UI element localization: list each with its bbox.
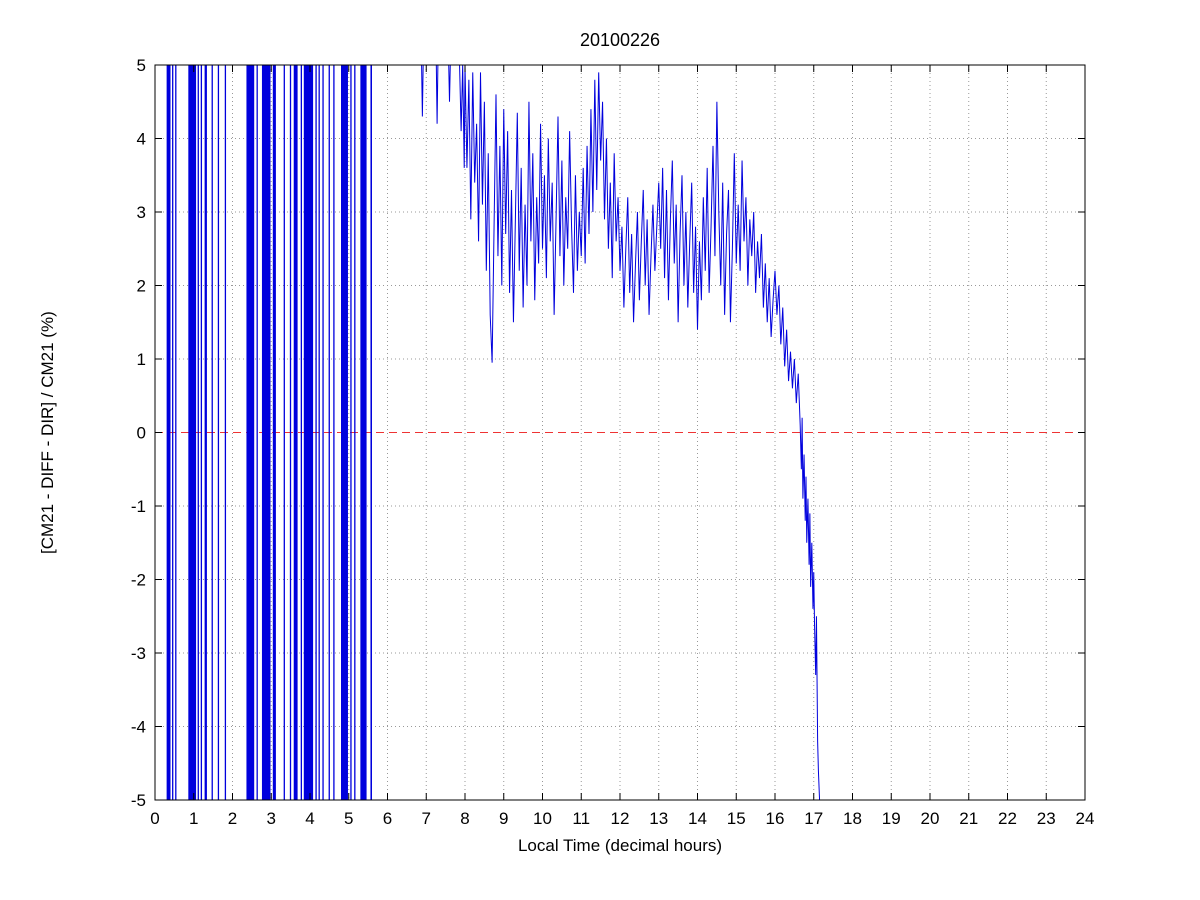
x-tick-label: 10: [533, 809, 552, 828]
chart-title: 20100226: [579, 30, 661, 50]
x-tick-label: 9: [499, 809, 508, 828]
x-tick-label: 17: [804, 809, 823, 828]
x-tick-label: 21: [959, 809, 978, 828]
x-tick-label: 18: [843, 809, 862, 828]
y-tick-label: 4: [137, 130, 146, 149]
x-tick-label: 13: [649, 809, 668, 828]
x-tick-label: 14: [688, 809, 707, 828]
x-tick-label: 20: [921, 809, 940, 828]
x-tick-label: 2: [228, 809, 237, 828]
y-tick-label: 3: [137, 203, 146, 222]
y-tick-label: 1: [137, 350, 146, 369]
x-tick-label: 7: [422, 809, 431, 828]
x-tick-label: 5: [344, 809, 353, 828]
x-tick-label: 8: [460, 809, 469, 828]
x-tick-label: 3: [267, 809, 276, 828]
x-tick-label: 23: [1037, 809, 1056, 828]
y-tick-label: -4: [131, 718, 146, 737]
y-tick-label: -1: [131, 497, 146, 516]
x-tick-label: 15: [727, 809, 746, 828]
x-tick-label: 19: [882, 809, 901, 828]
x-tick-label: 16: [766, 809, 785, 828]
y-tick-label: 5: [137, 56, 146, 75]
y-tick-label: -5: [131, 791, 146, 810]
x-tick-label: 12: [611, 809, 630, 828]
x-tick-label: 11: [572, 809, 590, 828]
y-tick-label: -3: [131, 644, 146, 663]
y-tick-label: 2: [137, 277, 146, 296]
x-tick-label: 0: [150, 809, 159, 828]
x-tick-label: 24: [1076, 809, 1095, 828]
y-tick-label: -2: [131, 571, 146, 590]
x-tick-label: 1: [189, 809, 198, 828]
x-tick-label: 4: [305, 809, 314, 828]
x-axis-label: Local Time (decimal hours): [517, 836, 723, 855]
y-tick-label: 0: [137, 424, 146, 443]
x-tick-label: 6: [383, 809, 392, 828]
x-tick-label: 22: [998, 809, 1017, 828]
